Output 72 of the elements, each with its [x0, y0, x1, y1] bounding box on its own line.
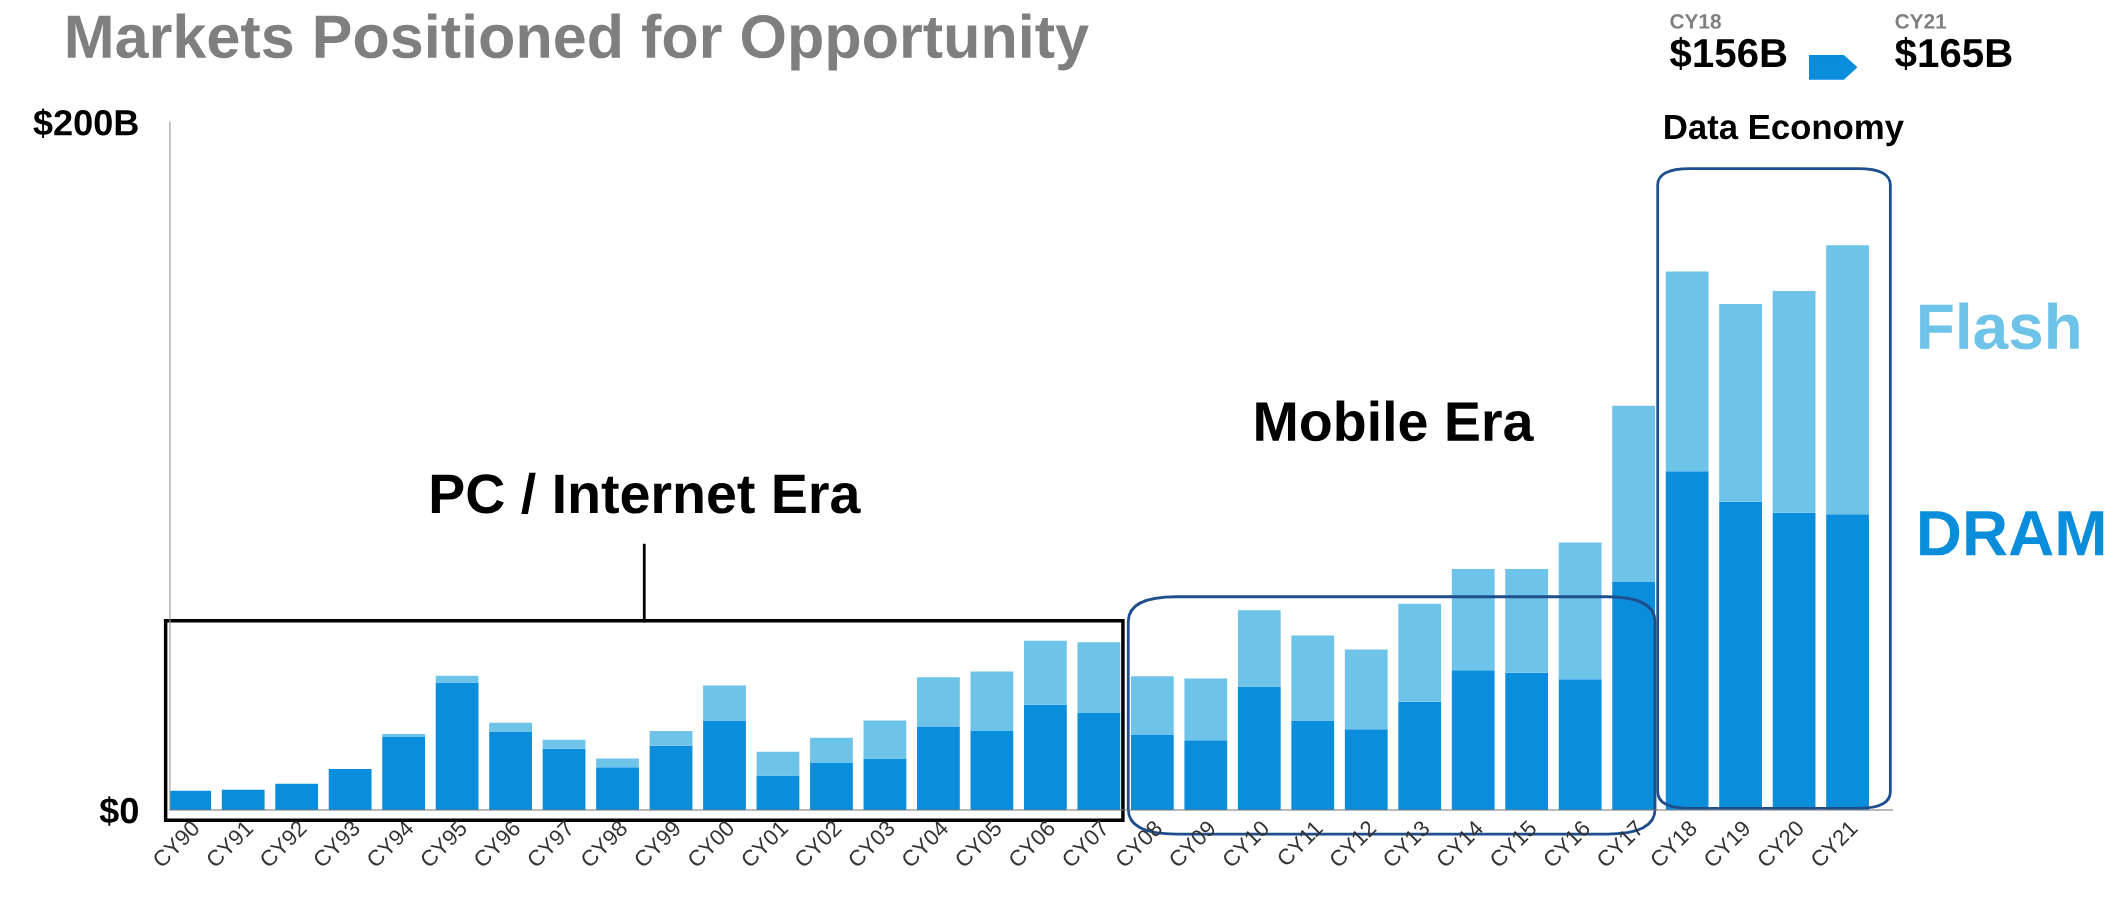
series-label: Flash [1920, 302, 2079, 350]
bar [382, 733, 426, 738]
bar [1451, 670, 1495, 810]
text: CY18 [1670, 14, 1721, 29]
bar [756, 751, 800, 776]
annotation: Data Economy [1665, 115, 1904, 147]
bar [917, 677, 960, 728]
bar [863, 720, 907, 759]
bar [1291, 635, 1335, 721]
bar [1077, 642, 1121, 714]
annotation: PC / Internet Era [431, 472, 861, 515]
bar [1558, 542, 1602, 680]
bar [1291, 720, 1335, 810]
bar [1077, 713, 1121, 810]
text: $165B [1895, 37, 2012, 70]
bar [970, 730, 1014, 810]
y-tick-label: $0 [99, 796, 138, 826]
bar [1826, 514, 1869, 810]
bar [1826, 245, 1869, 515]
bar [1023, 704, 1067, 810]
bar [1612, 581, 1656, 810]
bar [1505, 568, 1549, 673]
bar [1719, 501, 1762, 810]
annotation: Mobile Era [1256, 400, 1534, 442]
bar [542, 739, 586, 749]
bar [275, 783, 319, 810]
bar [489, 731, 532, 810]
bar [810, 737, 853, 763]
bar [1451, 568, 1495, 671]
bar [1344, 729, 1388, 810]
bar [1665, 471, 1709, 810]
bar [435, 675, 479, 683]
bar [1558, 679, 1602, 810]
bar [1398, 603, 1442, 702]
bar [970, 671, 1014, 731]
bar [542, 748, 586, 810]
bar [169, 790, 212, 810]
bar [435, 682, 479, 810]
bar [1612, 405, 1656, 582]
bar [489, 722, 532, 732]
series-label: DRAM [1920, 511, 2104, 556]
bar [810, 762, 853, 810]
bar [596, 767, 639, 810]
y-tick-label: $200B [33, 108, 138, 138]
bar [328, 769, 372, 810]
bar [703, 685, 746, 721]
bar [917, 727, 960, 810]
bar [1665, 271, 1709, 472]
bar [1772, 512, 1816, 810]
bar [382, 737, 426, 810]
bar [1184, 740, 1228, 810]
bar [1505, 672, 1549, 810]
bar [756, 775, 800, 810]
bar [1130, 676, 1174, 736]
bar [1184, 678, 1228, 741]
bar [1130, 735, 1174, 810]
bar [1772, 291, 1816, 513]
bar [596, 758, 639, 768]
bar [1023, 640, 1067, 705]
text: $156B [1669, 37, 1787, 70]
text: CY21 [1895, 14, 1947, 29]
bar [863, 758, 907, 810]
chart-title: Markets Positioned for Opportunity [67, 13, 1089, 71]
bar [221, 789, 265, 810]
bar [1719, 304, 1762, 502]
bar [1398, 701, 1442, 810]
bar [649, 745, 693, 810]
bar [1237, 686, 1281, 810]
bar [649, 730, 693, 746]
bar [1237, 610, 1281, 687]
bar [1344, 649, 1388, 730]
bar [703, 720, 746, 810]
